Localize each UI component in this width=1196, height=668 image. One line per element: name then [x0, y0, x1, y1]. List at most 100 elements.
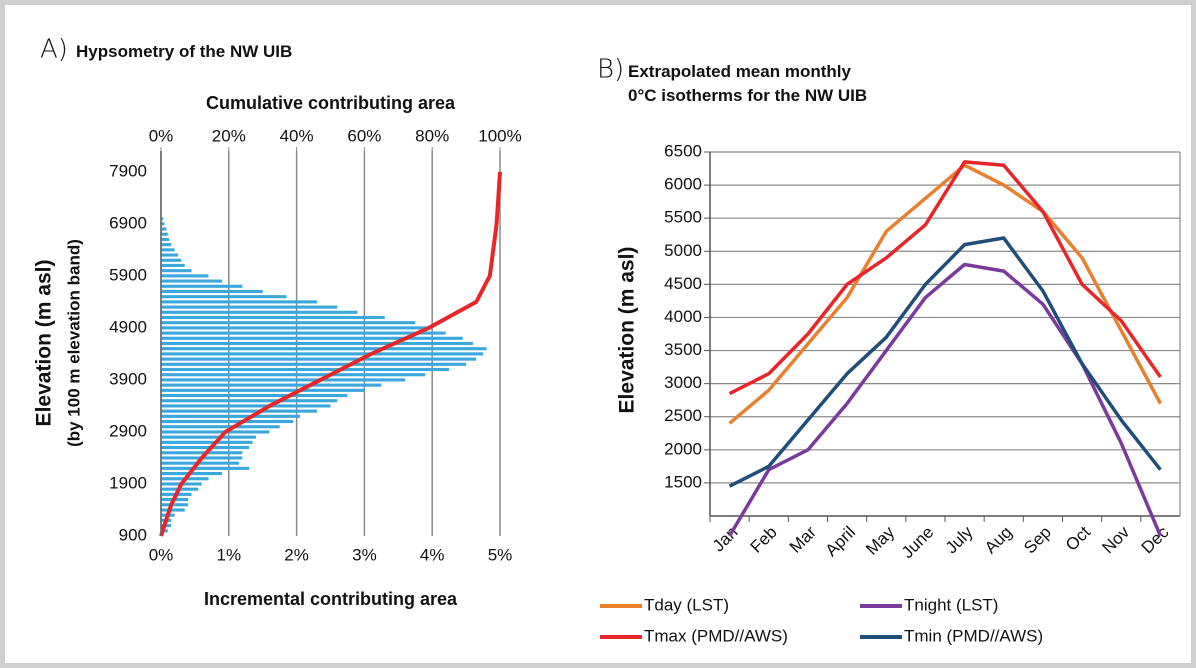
x2-tick-label: 20% — [212, 126, 246, 145]
bar — [161, 425, 280, 429]
x2-tick-label: 100% — [478, 126, 521, 145]
bar — [161, 253, 178, 257]
y-tick-label: 3900 — [109, 369, 147, 388]
x-tick-label: 2% — [284, 545, 309, 564]
bar — [161, 399, 338, 403]
y-axis-label: Elevation (m asl) — [616, 247, 639, 414]
bar — [161, 237, 170, 242]
x-tick-label: 0% — [149, 545, 174, 564]
bar — [161, 451, 243, 455]
bar — [161, 367, 450, 372]
bar — [161, 336, 463, 340]
x2-tick-label: 40% — [280, 126, 314, 145]
bar — [161, 217, 164, 221]
bar — [161, 373, 426, 377]
bar — [161, 440, 253, 444]
x-tick-label: 1% — [217, 545, 242, 564]
bar — [161, 305, 338, 309]
x2-tick-label: 60% — [347, 126, 381, 145]
y-tick-label: 6500 — [664, 141, 702, 160]
legend-label: Tmin (PMD//AWS) — [904, 626, 1043, 645]
y-tick-label: 7900 — [109, 161, 147, 180]
bar — [161, 508, 185, 512]
x2-tick-label: 0% — [149, 126, 174, 145]
bar — [161, 274, 209, 278]
bar — [161, 393, 348, 398]
bar — [161, 243, 172, 247]
bar — [161, 331, 446, 335]
bar — [161, 310, 358, 314]
bar — [161, 232, 168, 236]
y-tick-label: 2900 — [109, 421, 147, 440]
bar — [161, 409, 317, 413]
bar — [161, 378, 406, 382]
bar — [161, 295, 287, 299]
cumulative-line — [159, 171, 502, 537]
y-tick-label: 3000 — [664, 373, 702, 392]
y-tick-label: 6900 — [109, 213, 147, 232]
bar — [161, 284, 243, 288]
chart-title: Hypsometry of the NW UIB — [76, 42, 292, 61]
series-line — [728, 163, 1162, 425]
bar — [161, 222, 165, 226]
bar — [161, 503, 189, 507]
y-tick-label: 2500 — [664, 406, 702, 425]
bar — [161, 341, 473, 346]
bar — [161, 279, 223, 283]
y-tick-label: 6000 — [664, 175, 702, 194]
bar — [161, 404, 331, 408]
bar — [161, 352, 484, 356]
chart-title: Extrapolated mean monthly — [628, 62, 851, 81]
bar — [161, 263, 185, 268]
bar — [161, 321, 416, 325]
bar — [161, 300, 317, 304]
bar — [161, 227, 167, 231]
chart-title: 0°C isotherms for the NW UIB — [628, 86, 867, 105]
bar — [161, 383, 382, 387]
y-tick-label: 2000 — [664, 439, 702, 458]
bar — [161, 289, 263, 294]
bar — [161, 466, 250, 470]
bar — [161, 315, 385, 320]
x2-axis-label: Cumulative contributing area — [206, 93, 456, 113]
bar — [161, 430, 270, 434]
y-tick-label: 5900 — [109, 265, 147, 284]
y-tick-label: 1500 — [664, 472, 702, 491]
bar — [161, 347, 487, 351]
panel-label: B) — [597, 55, 624, 85]
bar — [161, 419, 294, 424]
bar — [161, 362, 467, 366]
y-tick-label: 4900 — [109, 317, 147, 336]
y-axis-label: (by 100 m elevation band) — [64, 239, 83, 447]
bar — [161, 326, 433, 330]
bar — [161, 357, 477, 361]
bar — [161, 445, 250, 450]
x-tick-label: 4% — [420, 545, 445, 564]
series-line — [728, 262, 1163, 537]
bar — [161, 388, 365, 392]
y-tick-label: 4000 — [664, 307, 702, 326]
y-axis-label: Elevation (m asl) — [33, 260, 56, 427]
bar — [161, 435, 256, 439]
y-tick-label: 5500 — [664, 208, 702, 227]
x-tick-label: 3% — [352, 545, 377, 564]
y-tick-label: 900 — [119, 525, 147, 544]
bar — [161, 269, 192, 273]
y-tick-label: 1900 — [109, 473, 147, 492]
legend-label: Tmax (PMD//AWS) — [644, 626, 788, 645]
bar — [161, 414, 300, 418]
series-line — [728, 160, 1162, 396]
bar — [161, 248, 175, 252]
panel-label: A) — [40, 35, 68, 65]
legend-label: Tnight (LST) — [904, 595, 998, 614]
series-line — [728, 236, 1162, 488]
x2-tick-label: 80% — [415, 126, 449, 145]
y-tick-label: 4500 — [664, 274, 702, 293]
legend-label: Tday (LST) — [644, 595, 729, 614]
x-axis-label: Incremental contributing area — [204, 589, 458, 609]
y-tick-label: 3500 — [664, 340, 702, 359]
y-tick-label: 5000 — [664, 241, 702, 260]
bar — [161, 258, 182, 262]
x-tick-label: 5% — [488, 545, 513, 564]
